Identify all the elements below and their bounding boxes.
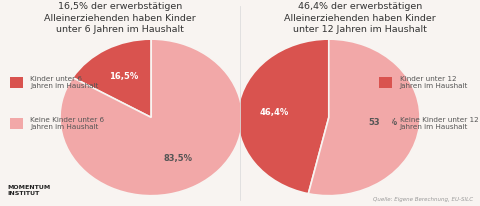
Text: Kinder unter 6
Jahren im Haushalt: Kinder unter 6 Jahren im Haushalt bbox=[30, 76, 98, 89]
Wedge shape bbox=[72, 39, 151, 117]
Wedge shape bbox=[238, 39, 329, 194]
Text: 16,5% der erwerbstätigen
Alleinerziehenden haben Kinder
unter 6 Jahren im Hausha: 16,5% der erwerbstätigen Alleinerziehend… bbox=[44, 2, 196, 34]
Text: Keine Kinder unter 12
Jahren im Haushalt: Keine Kinder unter 12 Jahren im Haushalt bbox=[399, 117, 479, 130]
FancyBboxPatch shape bbox=[379, 77, 392, 88]
Text: 53,6%: 53,6% bbox=[369, 118, 398, 127]
Text: 46,4%: 46,4% bbox=[260, 108, 289, 117]
Text: 16,5%: 16,5% bbox=[109, 72, 139, 81]
FancyBboxPatch shape bbox=[379, 118, 392, 129]
Wedge shape bbox=[308, 39, 420, 196]
Text: Quelle: Eigene Berechnung, EU-SILC: Quelle: Eigene Berechnung, EU-SILC bbox=[372, 197, 473, 202]
Text: Kinder unter 12
Jahren im Haushalt: Kinder unter 12 Jahren im Haushalt bbox=[399, 76, 468, 89]
Wedge shape bbox=[60, 39, 242, 196]
FancyBboxPatch shape bbox=[10, 118, 23, 129]
Text: Keine Kinder unter 6
Jahren im Haushalt: Keine Kinder unter 6 Jahren im Haushalt bbox=[30, 117, 104, 130]
FancyBboxPatch shape bbox=[10, 77, 23, 88]
Text: 83,5%: 83,5% bbox=[164, 154, 193, 163]
Text: 46,4% der erwerbstätigen
Alleinerziehenden haben Kinder
unter 12 Jahren im Haush: 46,4% der erwerbstätigen Alleinerziehend… bbox=[284, 2, 436, 34]
Text: MOMENTUM
INSTITUT: MOMENTUM INSTITUT bbox=[7, 185, 50, 196]
